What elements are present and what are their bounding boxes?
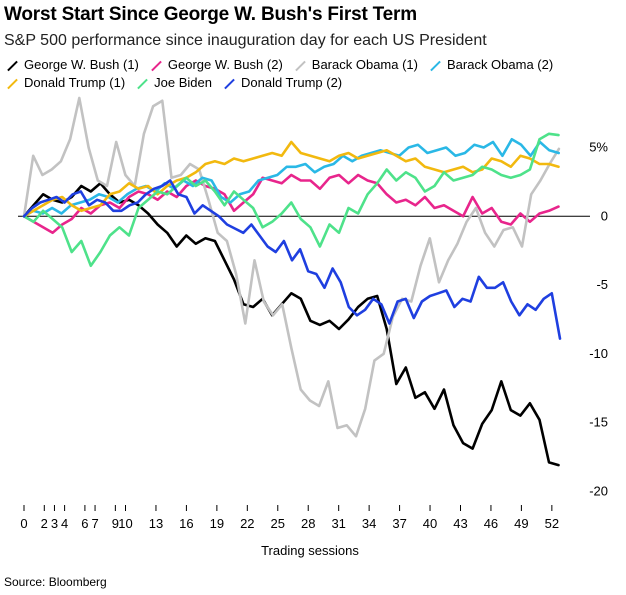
x-tick-label: 19 <box>210 516 224 531</box>
x-tick-label: 16 <box>179 516 193 531</box>
x-tick-label: 9 <box>112 516 119 531</box>
x-tick-label: 10 <box>118 516 132 531</box>
y-tick-label: 0 <box>601 208 608 223</box>
series-line-donald-trump-2 <box>22 179 562 340</box>
legend-label: Donald Trump (2) <box>240 75 343 90</box>
x-tick-label: 6 <box>81 516 88 531</box>
legend-label: Barack Obama (2) <box>446 57 554 72</box>
x-axis-title: Trading sessions <box>261 543 359 558</box>
x-tick-label: 37 <box>392 516 406 531</box>
x-tick-label: 52 <box>545 516 559 531</box>
x-tick-label: 28 <box>301 516 315 531</box>
legend-label: George W. Bush (2) <box>167 57 283 72</box>
x-tick-label: 49 <box>514 516 528 531</box>
chart-source: Source: Bloomberg <box>4 575 107 589</box>
y-tick-label: -5 <box>596 277 608 292</box>
legend-item: Joe Biden <box>134 74 212 92</box>
legend-item: Barack Obama (2) <box>427 56 553 74</box>
x-tick-label: 31 <box>331 516 345 531</box>
y-tick-label: 5% <box>589 140 608 155</box>
y-tick-label: -15 <box>589 415 608 430</box>
series-line-barack-obama-1 <box>22 96 561 438</box>
x-tick-label: 3 <box>51 516 58 531</box>
legend-item: George W. Bush (1) <box>4 56 139 74</box>
y-tick-label: -20 <box>589 483 608 498</box>
x-tick-label: 7 <box>91 516 98 531</box>
x-tick-label: 46 <box>484 516 498 531</box>
chart-title: Worst Start Since George W. Bush's First… <box>4 4 417 25</box>
legend-item: Donald Trump (2) <box>221 74 342 92</box>
series-line-joe-biden <box>22 132 560 268</box>
x-tick-label: 43 <box>453 516 467 531</box>
x-tick-label: 22 <box>240 516 254 531</box>
legend-item: Barack Obama (1) <box>292 56 418 74</box>
series-line-george-w-bush-2 <box>22 173 560 235</box>
legend-item: George W. Bush (2) <box>148 56 283 74</box>
chart-legend: George W. Bush (1) George W. Bush (2) Bara… <box>4 56 622 92</box>
x-tick-label: 25 <box>271 516 285 531</box>
series-line-barack-obama-2 <box>22 138 561 218</box>
x-tick-label: 13 <box>149 516 163 531</box>
legend-label: Barack Obama (1) <box>311 57 418 72</box>
series-line-george-w-bush-1 <box>22 182 560 467</box>
chart-subtitle: S&P 500 performance since inauguration d… <box>4 32 487 49</box>
legend-label: George W. Bush (1) <box>24 57 139 72</box>
x-tick-label: 2 <box>41 516 48 531</box>
x-tick-label: 0 <box>20 516 27 531</box>
x-tick-label: 34 <box>362 516 376 531</box>
legend-item: Donald Trump (1) <box>4 74 125 92</box>
x-tick-label: 40 <box>423 516 437 531</box>
y-tick-label: -10 <box>589 346 608 361</box>
legend-label: Donald Trump (1) <box>24 75 126 90</box>
series-line-donald-trump-1 <box>22 140 560 218</box>
x-tick-label: 4 <box>61 516 68 531</box>
legend-label: Joe Biden <box>154 75 212 90</box>
